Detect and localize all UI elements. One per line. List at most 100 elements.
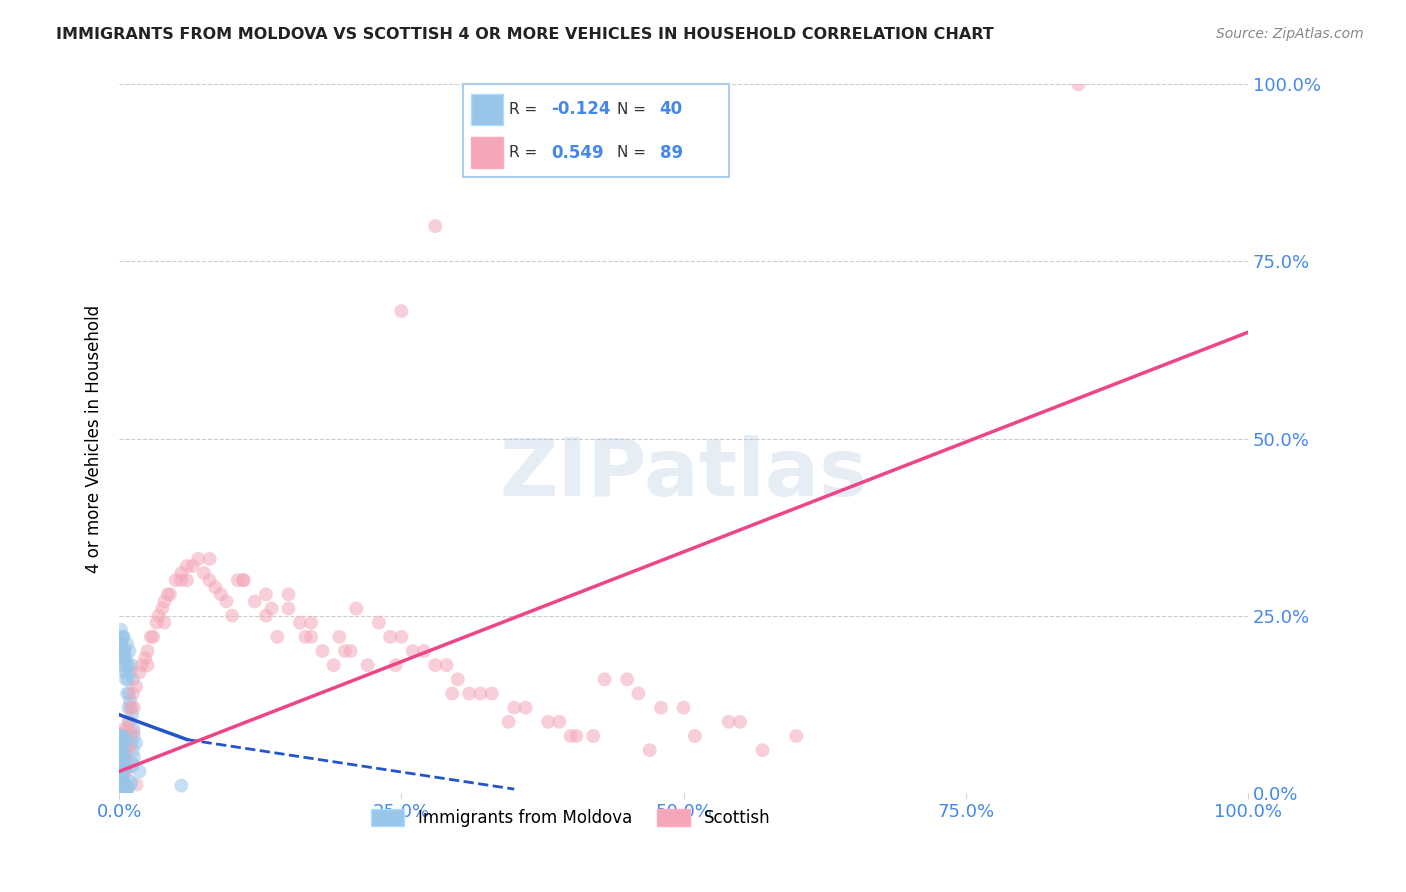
Point <box>139 630 162 644</box>
Point <box>108 741 131 756</box>
Text: ZIPatlas: ZIPatlas <box>499 435 868 513</box>
Point <box>367 615 389 630</box>
Point <box>121 736 143 750</box>
Point <box>751 743 773 757</box>
Point <box>110 732 132 747</box>
Point <box>243 594 266 608</box>
Point <box>328 630 350 644</box>
Point <box>131 658 153 673</box>
Point <box>114 764 136 779</box>
Point <box>402 644 425 658</box>
Point <box>111 731 134 746</box>
Point <box>120 700 142 714</box>
Point <box>115 665 138 680</box>
Point <box>333 644 356 658</box>
Point <box>413 644 436 658</box>
Point <box>198 573 221 587</box>
Point <box>111 630 134 644</box>
Point <box>110 623 132 637</box>
Point <box>384 658 406 673</box>
Point <box>115 637 138 651</box>
Text: IMMIGRANTS FROM MOLDOVA VS SCOTTISH 4 OR MORE VEHICLES IN HOUSEHOLD CORRELATION : IMMIGRANTS FROM MOLDOVA VS SCOTTISH 4 OR… <box>56 27 994 42</box>
Point <box>118 714 141 729</box>
Point <box>114 763 136 777</box>
Point <box>170 566 193 580</box>
Point <box>110 763 132 777</box>
Point <box>108 780 131 795</box>
Point <box>650 700 672 714</box>
Point <box>110 637 132 651</box>
Point <box>112 743 135 757</box>
Point <box>110 729 132 743</box>
Point <box>114 665 136 680</box>
Point <box>117 755 139 769</box>
Point <box>110 644 132 658</box>
Point <box>717 714 740 729</box>
Point <box>108 779 131 793</box>
Point <box>125 736 148 750</box>
Point <box>125 778 148 792</box>
Point <box>277 587 299 601</box>
Point <box>110 768 132 782</box>
Point <box>187 552 209 566</box>
Point <box>110 755 132 769</box>
Point <box>117 658 139 673</box>
Point <box>537 714 560 729</box>
Point <box>785 729 807 743</box>
Point <box>391 630 413 644</box>
Point <box>299 615 322 630</box>
Point <box>115 728 138 742</box>
Point <box>170 779 193 793</box>
Point <box>112 761 135 775</box>
Point <box>111 630 134 644</box>
Point <box>112 781 135 796</box>
Point <box>120 665 142 680</box>
Point <box>204 580 226 594</box>
Point <box>159 587 181 601</box>
Point <box>115 729 138 743</box>
Point <box>226 573 249 587</box>
Point <box>436 658 458 673</box>
Point <box>121 686 143 700</box>
Point <box>114 729 136 743</box>
Point <box>114 658 136 673</box>
Point <box>142 630 165 644</box>
Point <box>481 686 503 700</box>
Point <box>136 644 159 658</box>
Point <box>111 774 134 789</box>
Point <box>593 673 616 687</box>
Point <box>153 594 176 608</box>
Point <box>108 731 131 745</box>
Point <box>108 742 131 756</box>
Point <box>441 686 464 700</box>
Point <box>170 573 193 587</box>
Point <box>683 729 706 743</box>
Point <box>112 732 135 747</box>
Point <box>115 673 138 687</box>
Point <box>515 700 537 714</box>
Point <box>110 735 132 749</box>
Point <box>1067 78 1090 92</box>
Point <box>108 771 131 785</box>
Point <box>111 756 134 771</box>
Point <box>425 658 447 673</box>
Point <box>153 615 176 630</box>
Point <box>111 731 134 745</box>
Point <box>112 630 135 644</box>
Point <box>122 729 145 743</box>
Point <box>122 722 145 736</box>
Point <box>108 739 131 754</box>
Point <box>118 686 141 700</box>
Point <box>277 601 299 615</box>
Point <box>391 304 413 318</box>
Y-axis label: 4 or more Vehicles in Household: 4 or more Vehicles in Household <box>86 304 103 573</box>
Point <box>260 601 283 615</box>
Point <box>176 573 198 587</box>
Point <box>121 658 143 673</box>
Point <box>125 680 148 694</box>
Point <box>115 686 138 700</box>
Point <box>117 721 139 735</box>
Point <box>118 741 141 756</box>
Point <box>560 729 582 743</box>
Point <box>114 747 136 761</box>
